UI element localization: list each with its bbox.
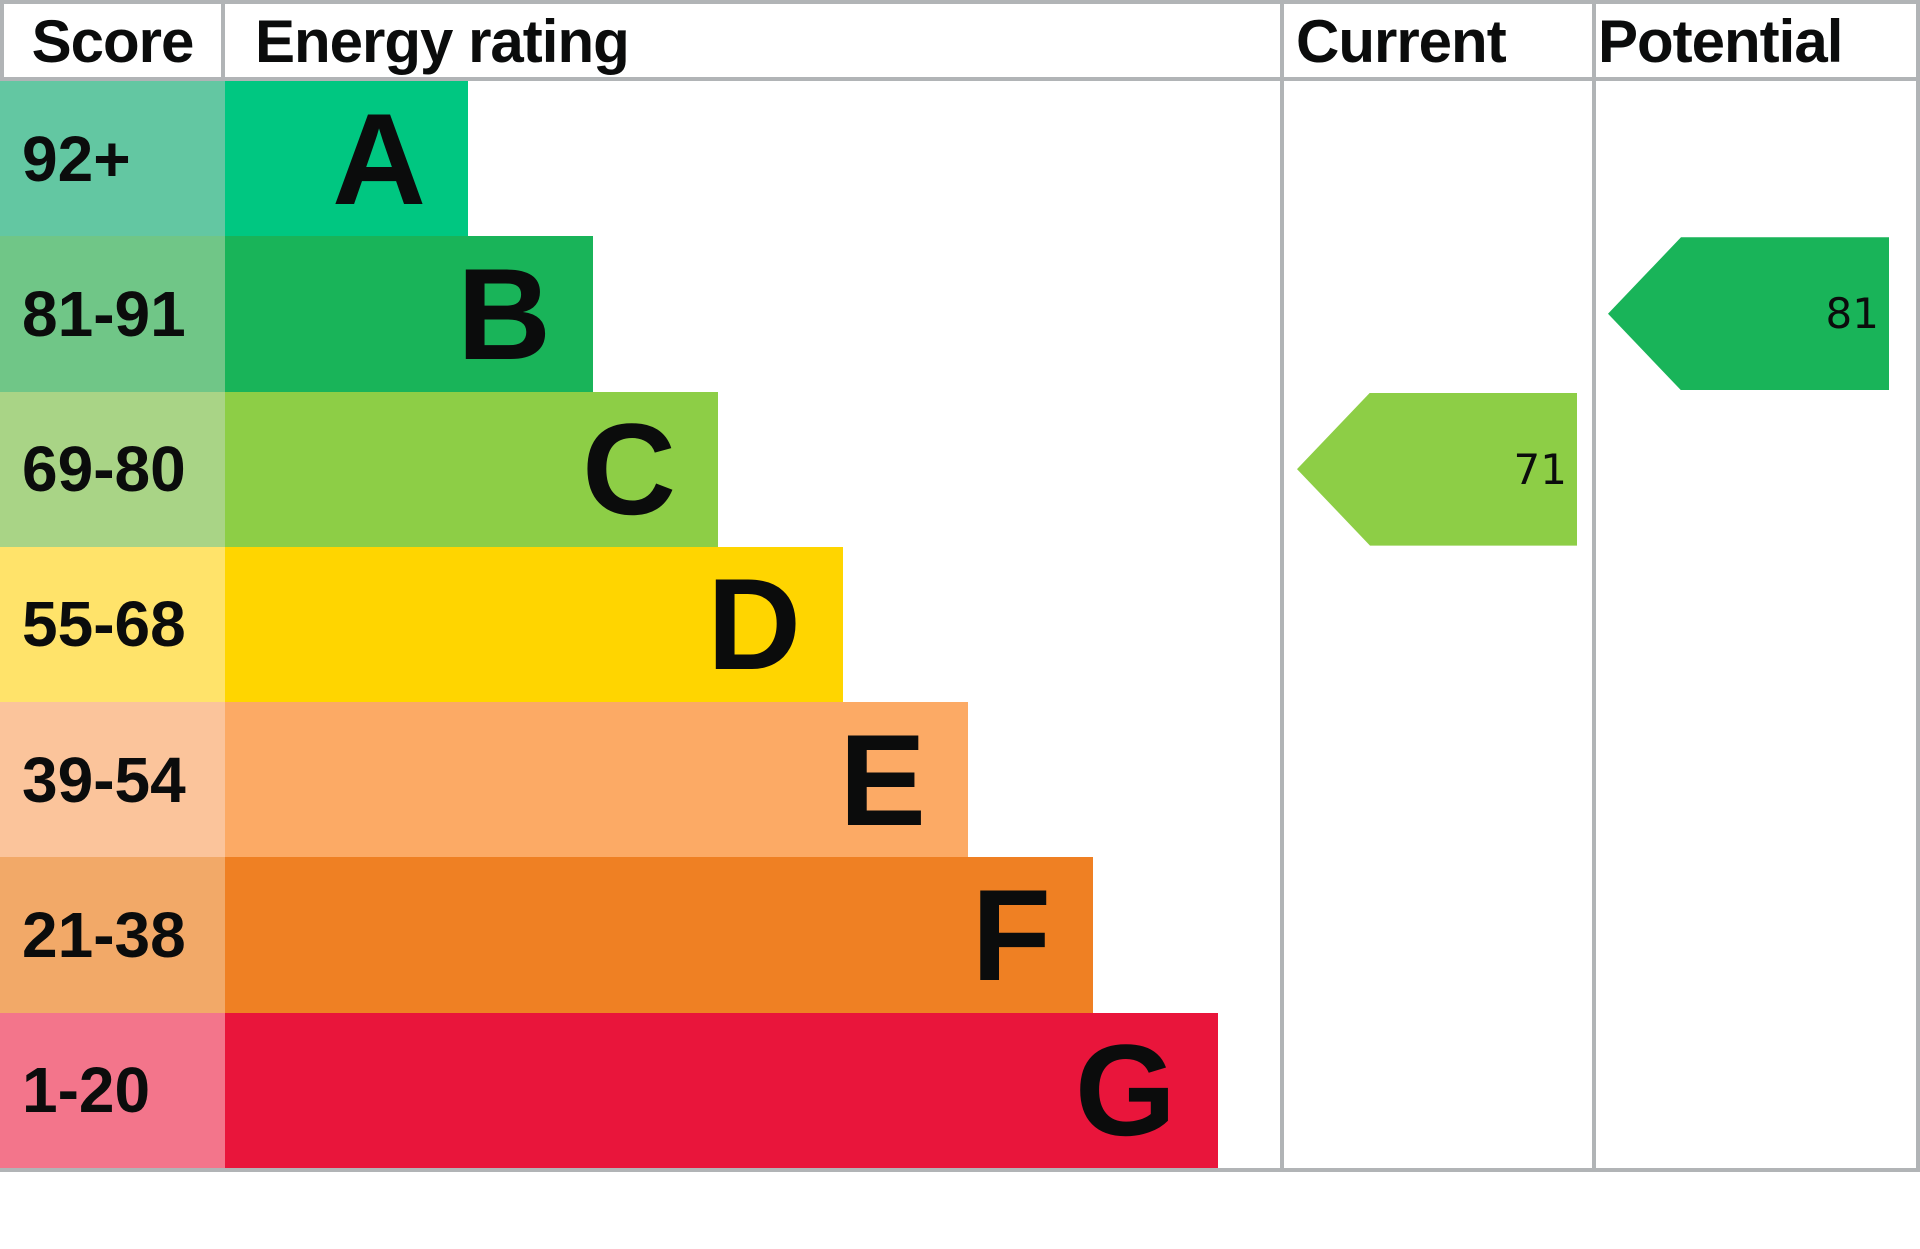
band-row-g: 1-20 G xyxy=(0,1012,1280,1168)
band-letter: G xyxy=(1074,1017,1176,1164)
band-row-a: 92+ A xyxy=(0,81,1280,237)
band-bar-b: B xyxy=(225,236,593,392)
band-score-cell: 39-54 xyxy=(0,702,225,858)
band-score-cell: 55-68 xyxy=(0,546,225,703)
band-row-e: 39-54 E xyxy=(0,702,1280,858)
band-letter: E xyxy=(839,706,926,853)
band-bar-f: F xyxy=(225,857,1093,1013)
band-row-d: 55-68 D xyxy=(0,546,1280,703)
right-border xyxy=(1916,0,1920,1172)
current-rating-arrow: 71 xyxy=(1297,392,1577,546)
band-score-label: 39-54 xyxy=(22,743,186,816)
band-bar-e: E xyxy=(225,702,968,858)
score-rating-divider xyxy=(221,0,225,77)
band-score-cell: 81-91 xyxy=(0,236,225,392)
band-bar-c: C xyxy=(225,391,718,547)
band-score-label: 1-20 xyxy=(22,1054,151,1127)
current-header: Current xyxy=(1280,0,1592,77)
band-score-label: 55-68 xyxy=(22,588,186,661)
band-bar-g: G xyxy=(225,1012,1218,1168)
band-score-label: 21-38 xyxy=(22,899,186,972)
band-letter: C xyxy=(582,396,676,543)
current-potential-divider xyxy=(1592,0,1596,1172)
left-border xyxy=(0,0,4,81)
band-score-label: 81-91 xyxy=(22,277,186,350)
score-header: Score xyxy=(0,0,225,77)
band-score-cell: 69-80 xyxy=(0,391,225,547)
band-row-c: 69-80 C xyxy=(0,391,1280,547)
rating-bands: 92+ A 81-91 B 69-80 C 55-68 D 39-54 E 21-38 F 1-20 G xyxy=(0,81,1280,1168)
top-border xyxy=(0,0,1920,4)
band-letter: A xyxy=(332,85,426,232)
band-bar-a: A xyxy=(225,81,468,237)
chart-header: Score Energy rating Current Potential xyxy=(0,0,1920,77)
chart-bottom-border xyxy=(0,1168,1920,1172)
current-rating-value: 71 xyxy=(1513,444,1567,494)
band-score-cell: 21-38 xyxy=(0,857,225,1013)
band-bar-d: D xyxy=(225,546,843,703)
header-bottom-border xyxy=(0,77,1920,81)
band-score-label: 92+ xyxy=(22,122,131,195)
potential-rating-arrow: 81 xyxy=(1608,237,1889,391)
energy-rating-header: Energy rating xyxy=(225,0,1280,77)
band-row-f: 21-38 F xyxy=(0,857,1280,1013)
band-score-cell: 1-20 xyxy=(0,1012,225,1168)
band-score-label: 69-80 xyxy=(22,433,186,506)
band-row-b: 81-91 B xyxy=(0,236,1280,392)
band-score-cell: 92+ xyxy=(0,81,225,237)
band-letter: D xyxy=(707,551,801,698)
potential-rating-value: 81 xyxy=(1825,289,1879,339)
potential-header: Potential xyxy=(1592,0,1920,77)
band-letter: F xyxy=(971,862,1051,1009)
band-letter: B xyxy=(457,240,551,387)
rating-current-divider xyxy=(1280,0,1284,1172)
